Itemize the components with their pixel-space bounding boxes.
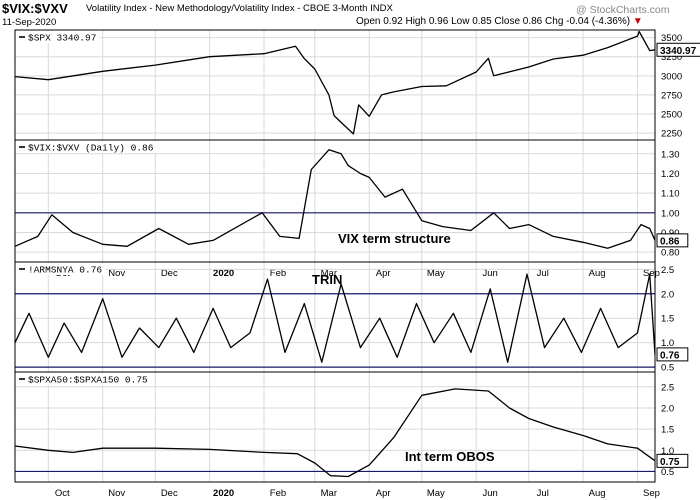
y-tick-label: 2.5 — [661, 382, 674, 393]
panel-frame — [14, 29, 656, 141]
y-tick-label: 0.5 — [661, 363, 674, 374]
chart-panel: $SPX 3340.97 2250 2500 2750 3000 3250 3500 3340… — [14, 29, 700, 141]
last-value-box — [656, 42, 700, 57]
y-tick-label: 2250 — [661, 129, 682, 140]
stockcharts-logo: @ StockCharts.com — [576, 4, 670, 16]
panel-title: $VIX:$VXV (Daily) 0.86 — [28, 143, 154, 154]
y-tick-label: 1.30 — [661, 149, 680, 160]
y-tick-label: 1.5 — [661, 425, 674, 436]
y-tick-label: 2750 — [661, 90, 682, 101]
y-tick-label: 2500 — [661, 110, 682, 121]
x-tick-label: Apr — [376, 268, 391, 279]
x-tick-label: Jun — [482, 268, 497, 279]
y-tick-label: 1.5 — [661, 314, 674, 325]
ohlc-values: Open 0.92 High 0.96 Low 0.85 Close 0.86 — [356, 16, 543, 27]
chart-annotation: VIX term structure — [338, 231, 451, 246]
x-tick-label: Feb — [270, 268, 286, 279]
last-value-label: 0.86 — [660, 236, 680, 247]
x-tick-label: Mar — [321, 268, 337, 279]
x-tick-label: Dec — [161, 488, 178, 499]
y-tick-label: 2.0 — [661, 289, 674, 300]
chart-symbol: $VIX:$VXV — [2, 1, 68, 16]
panel-legend: $SPX 3340.97 — [16, 31, 100, 44]
panel-title: !ARMSNYA 0.76 — [28, 265, 102, 276]
x-tick-label: Jul — [537, 268, 549, 279]
y-tick-label: 2.5 — [661, 265, 674, 276]
series-line — [14, 388, 656, 478]
x-tick-label: Sep — [643, 268, 660, 279]
y-tick-label: 1.0 — [661, 446, 674, 457]
y-tick-label: 1.10 — [661, 189, 680, 200]
chart-description: Volatility Index - New Methodology/Volat… — [86, 3, 393, 14]
legend-background — [16, 263, 106, 275]
panel-legend: $VIX:$VXV (Daily) 0.86 — [16, 141, 158, 154]
x-tick-label: Dec — [161, 268, 178, 279]
y-tick-label: 3250 — [661, 52, 682, 63]
chart-annotation: TRIN — [312, 272, 342, 287]
y-tick-label: 3500 — [661, 33, 682, 44]
y-tick-label: 1.0 — [661, 338, 674, 349]
last-value-box — [656, 453, 689, 468]
panel-frame — [14, 139, 656, 263]
y-tick-label: 3000 — [661, 71, 682, 82]
x-tick-label: Apr — [376, 488, 391, 499]
last-value-label: 0.76 — [660, 350, 680, 361]
x-tick-label: 2020 — [213, 268, 234, 279]
legend-background — [16, 141, 158, 153]
chart-panel: $VIX:$VXV (Daily) 0.860.800.901.001.101.… — [14, 139, 689, 279]
legend-background — [16, 373, 152, 385]
legend-background — [16, 31, 100, 43]
panel-title: $SPXA50:$SPXA150 0.75 — [28, 375, 148, 386]
panel-title: $SPX 3340.97 — [28, 33, 96, 44]
series-line — [14, 273, 656, 363]
series-line — [14, 30, 656, 135]
ohlc-readout: Open 0.92 High 0.96 Low 0.85 Close 0.86 … — [356, 16, 643, 27]
chart-panel: !ARMSNYA 0.76 0.5 1.0 1.5 2.0 2.5 0.76 TRIN — [14, 261, 689, 374]
x-tick-label: Feb — [270, 488, 286, 499]
x-tick-label: Jun — [482, 488, 497, 499]
last-value-box — [656, 347, 689, 362]
panel-legend: !ARMSNYA 0.76 — [16, 263, 106, 276]
x-tick-label: May — [427, 268, 445, 279]
chart-annotation: Int term OBOS — [405, 449, 495, 464]
x-tick-label: Aug — [589, 488, 606, 499]
panel-legend: $SPXA50:$SPXA150 0.75 — [16, 373, 152, 386]
change-value: Chg -0.04 (-4.36%) — [545, 16, 631, 27]
chart-panel: $SPXA50:$SPXA150 0.75 0.5 1.0 1.5 2.0 2.5 0.75… — [14, 371, 689, 499]
y-tick-label: 0.80 — [661, 248, 680, 259]
y-tick-label: 0.5 — [661, 467, 674, 478]
x-tick-label: Jul — [537, 488, 549, 499]
x-tick-label: May — [427, 488, 445, 499]
last-value-label: 3340.97 — [660, 46, 697, 57]
y-tick-label: 1.20 — [661, 169, 680, 180]
change-down-icon: ▼ — [632, 16, 643, 27]
series-line — [14, 149, 656, 249]
x-tick-label: 2020 — [213, 488, 234, 499]
x-tick-label: Nov — [108, 268, 125, 279]
x-tick-label: Nov — [108, 488, 125, 499]
last-value-box — [656, 233, 689, 248]
y-tick-label: 1.00 — [661, 208, 680, 219]
x-tick-label: Oct — [55, 488, 70, 499]
last-value-label: 0.75 — [660, 457, 680, 468]
panel-frame — [14, 371, 656, 483]
x-tick-label: Mar — [321, 488, 337, 499]
chart-date: 11-Sep-2020 — [2, 17, 57, 28]
x-tick-label: Aug — [589, 268, 606, 279]
y-tick-label: 2.0 — [661, 403, 674, 414]
x-tick-label: Sep — [643, 488, 660, 499]
